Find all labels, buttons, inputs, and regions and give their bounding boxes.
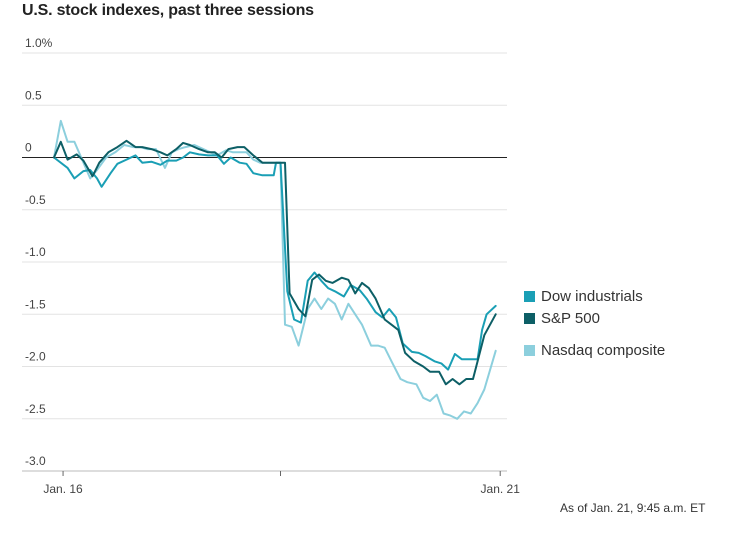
legend-label: Dow industrials [541, 288, 643, 305]
y-tick-label: -0.5 [25, 193, 46, 207]
timestamp-note: As of Jan. 21, 9:45 a.m. ET [560, 501, 706, 515]
y-tick-label: 0 [25, 141, 32, 155]
y-tick-label: -1.5 [25, 297, 46, 311]
legend: Dow industrials S&P 500 Nasdaq composite [524, 288, 665, 359]
y-tick-label: -1.0 [25, 245, 46, 259]
legend-swatch [524, 291, 535, 302]
x-tick-label: Jan. 16 [43, 482, 83, 496]
y-tick-label: 1.0% [25, 36, 53, 50]
series-lines [53, 119, 497, 420]
legend-swatch [524, 313, 535, 324]
legend-label: S&P 500 [541, 310, 600, 327]
y-tick-label: -3.0 [25, 454, 46, 468]
gridlines [22, 52, 507, 472]
x-axis: Jan. 16 Jan. 21 [22, 470, 521, 496]
chart-title: U.S. stock indexes, past three sessions [22, 2, 314, 19]
x-tick-label: Jan. 21 [481, 482, 521, 496]
legend-label: Nasdaq composite [541, 342, 665, 359]
y-tick-label: 0.5 [25, 88, 42, 102]
legend-swatch [524, 345, 535, 356]
y-tick-label: -2.5 [25, 402, 46, 416]
y-tick-label: -2.0 [25, 350, 46, 364]
series-line-nasdaq-composite [53, 119, 497, 420]
series-line-dow-industrials [53, 151, 497, 371]
y-axis-labels: 1.0% 0.5 0 -0.5 -1.0 -1.5 -2.0 -2.5 -3.0 [25, 36, 53, 468]
series-line-s-p-500 [53, 139, 497, 386]
